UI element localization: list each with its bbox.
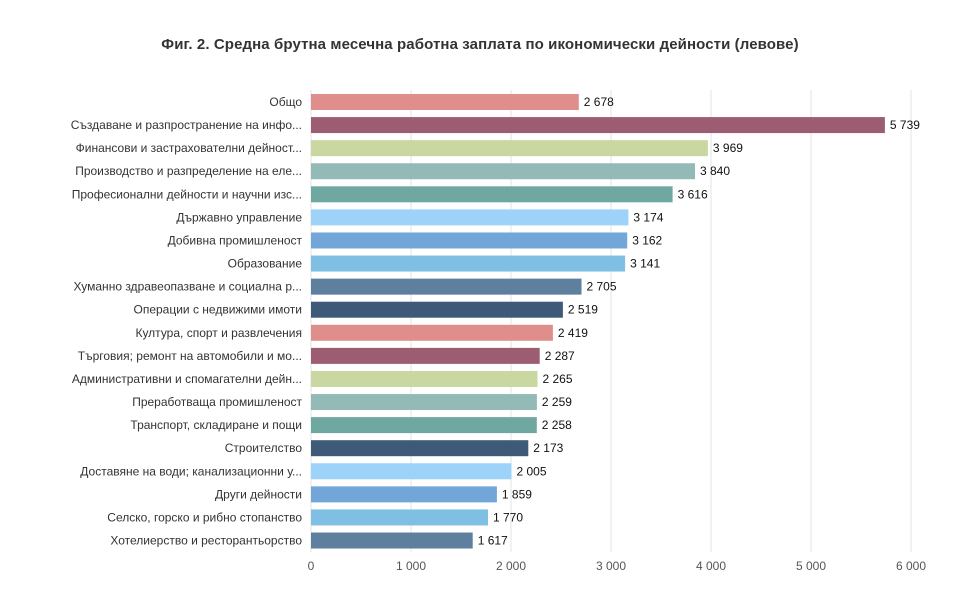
x-tick-label: 2 000 xyxy=(496,559,526,573)
bar xyxy=(311,463,512,480)
category-label: Създаване и разпространение на инфо... xyxy=(71,118,302,132)
bar xyxy=(311,394,537,411)
bar xyxy=(311,532,473,549)
value-label: 3 174 xyxy=(633,210,663,224)
category-label: Селско, горско и рибно стопанство xyxy=(107,510,302,524)
value-label: 2 173 xyxy=(533,441,563,455)
x-tick-label: 1 000 xyxy=(396,559,426,573)
bar xyxy=(311,209,629,226)
value-label: 5 739 xyxy=(890,118,920,132)
category-label: Доставяне на води; канализационни у... xyxy=(80,464,302,478)
x-tick-label: 0 xyxy=(308,559,315,573)
value-label: 2 005 xyxy=(517,464,547,478)
value-label: 2 265 xyxy=(543,372,573,386)
category-label: Административни и спомагателни дейн... xyxy=(72,372,302,386)
bar xyxy=(311,301,563,318)
value-label: 3 162 xyxy=(632,233,662,247)
bar xyxy=(311,486,497,503)
value-label: 3 616 xyxy=(678,187,708,201)
bar xyxy=(311,509,488,526)
value-label: 2 705 xyxy=(587,280,617,294)
bar xyxy=(311,278,582,295)
category-label: Производство и разпределение на еле... xyxy=(75,164,302,178)
category-label: Държавно управление xyxy=(176,210,302,224)
bar xyxy=(311,117,885,134)
bar xyxy=(311,163,695,180)
value-label: 3 840 xyxy=(700,164,730,178)
bar xyxy=(311,347,540,364)
category-label: Хотелиерство и ресторантьорство xyxy=(110,534,302,548)
category-label: Култура, спорт и развлечения xyxy=(135,326,302,340)
bar xyxy=(311,186,673,203)
value-label: 2 287 xyxy=(545,349,575,363)
bar xyxy=(311,140,708,157)
value-label: 3 141 xyxy=(630,257,660,271)
value-label: 2 519 xyxy=(568,303,598,317)
x-tick-label: 6 000 xyxy=(896,559,926,573)
category-label: Образование xyxy=(228,257,303,271)
category-label: Общо xyxy=(269,95,302,109)
bar xyxy=(311,232,628,249)
value-label: 1 770 xyxy=(493,510,523,524)
category-label: Хуманно здравеопазване и социална р... xyxy=(74,280,302,294)
value-label: 3 969 xyxy=(713,141,743,155)
value-label: 1 859 xyxy=(502,487,532,501)
bar xyxy=(311,370,538,387)
category-label: Търговия; ремонт на автомобили и мо... xyxy=(78,349,302,363)
x-tick-label: 3 000 xyxy=(596,559,626,573)
category-label: Строителство xyxy=(225,441,303,455)
chart-title: Фиг. 2. Средна брутна месечна работна за… xyxy=(161,36,799,53)
value-label: 1 617 xyxy=(478,534,508,548)
value-label: 2 419 xyxy=(558,326,588,340)
value-label: 2 259 xyxy=(542,395,572,409)
value-label: 2 678 xyxy=(584,95,614,109)
category-label: Професионални дейности и научни изс... xyxy=(72,187,302,201)
category-label: Преработваща промишленост xyxy=(132,395,302,409)
category-label: Добивна промишленост xyxy=(168,233,303,247)
category-label: Финансови и застрахователни дейност... xyxy=(76,141,302,155)
category-label: Други дейности xyxy=(215,487,302,501)
x-tick-label: 4 000 xyxy=(696,559,726,573)
value-label: 2 258 xyxy=(542,418,572,432)
bar xyxy=(311,417,537,434)
category-label: Операции с недвижими имоти xyxy=(134,303,303,317)
bar xyxy=(311,255,626,272)
bar xyxy=(311,440,529,457)
x-tick-label: 5 000 xyxy=(796,559,826,573)
bar xyxy=(311,324,553,341)
category-label: Транспорт, складиране и пощи xyxy=(130,418,302,432)
bar xyxy=(311,94,579,110)
